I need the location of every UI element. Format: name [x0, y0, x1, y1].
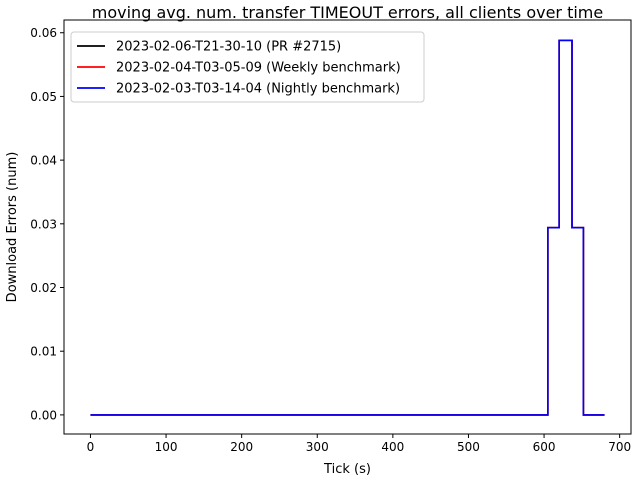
x-tick-label: 700 — [608, 440, 631, 454]
legend-label-2: 2023-02-04-T03-05-09 (Weekly benchmark) — [116, 61, 401, 76]
y-tick-label: 0.03 — [30, 217, 57, 231]
legend-label-3: 2023-02-03-T03-14-04 (Nightly benchmark) — [116, 82, 400, 97]
x-tick-label: 200 — [230, 440, 253, 454]
y-tick-label: 0.00 — [30, 408, 57, 422]
y-tick-label: 0.01 — [30, 345, 57, 359]
x-tick-label: 500 — [457, 440, 480, 454]
series-lines — [90, 39, 605, 416]
x-tick-label: 400 — [381, 440, 404, 454]
x-tick-label: 600 — [533, 440, 556, 454]
x-tick-label: 0 — [87, 440, 95, 454]
x-axis-label: Tick (s) — [323, 462, 371, 477]
legend-box — [70, 31, 425, 103]
x-axis-ticks: 0 100 200 300 400 500 600 700 — [87, 434, 631, 454]
legend-label-1: 2023-02-06-T21-30-10 (PR #2715) — [116, 40, 341, 55]
y-tick-label: 0.04 — [30, 154, 57, 168]
x-tick-label: 300 — [306, 440, 329, 454]
y-tick-label: 0.06 — [30, 26, 57, 40]
chart-title: moving avg. num. transfer TIMEOUT errors… — [92, 3, 603, 22]
legend: 2023-02-06-T21-30-10 (PR #2715) 2023-02-0… — [70, 31, 425, 103]
y-axis-ticks: 0.00 0.01 0.02 0.03 0.04 0.05 0.06 — [30, 26, 64, 422]
y-tick-label: 0.05 — [30, 90, 57, 104]
y-axis-label: Download Errors (num) — [5, 152, 20, 303]
plot-frame — [63, 19, 632, 435]
y-tick-label: 0.02 — [30, 281, 57, 295]
x-tick-label: 100 — [155, 440, 178, 454]
series-line-3 — [90, 39, 605, 416]
